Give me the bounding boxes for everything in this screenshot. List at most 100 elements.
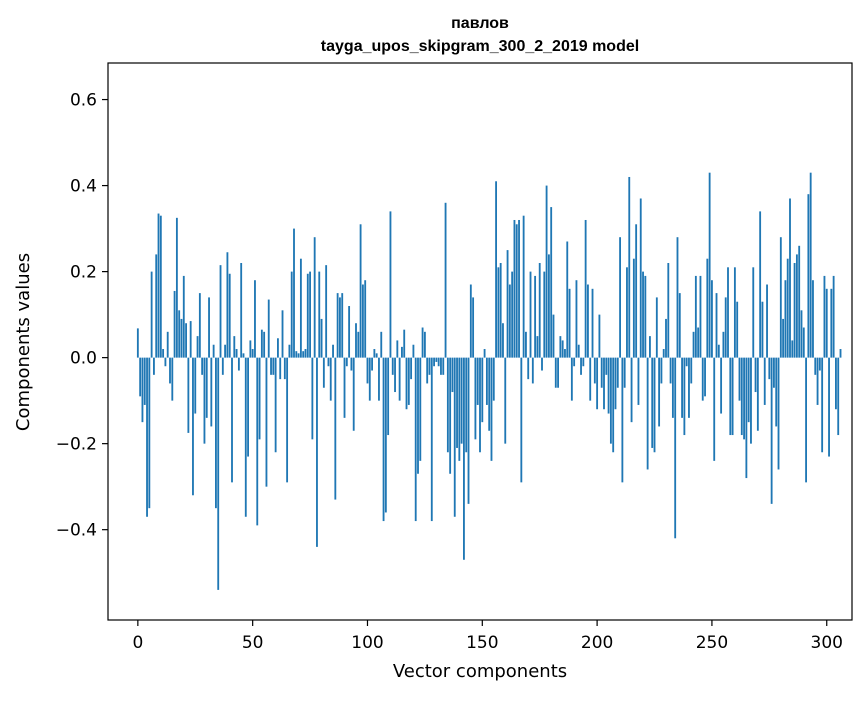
bar-70 <box>297 353 300 358</box>
bar-35 <box>217 357 220 590</box>
bar-264 <box>743 357 745 440</box>
bar-20 <box>182 275 185 358</box>
bar-251 <box>713 357 716 461</box>
bar-175 <box>538 263 541 358</box>
bar-282 <box>784 280 787 358</box>
bar-218 <box>637 357 640 405</box>
bar-126 <box>426 357 429 384</box>
bar-274 <box>766 284 768 358</box>
bar-107 <box>382 357 385 522</box>
bar-2 <box>141 357 144 423</box>
bar-178 <box>545 185 548 358</box>
bar-119 <box>410 357 413 380</box>
bars-group <box>136 172 842 590</box>
bar-202 <box>600 357 603 388</box>
bar-281 <box>782 318 785 358</box>
plot-frame <box>107 62 853 621</box>
bar-213 <box>626 267 628 358</box>
bar-277 <box>773 357 775 388</box>
bar-12 <box>164 357 167 367</box>
bar-292 <box>807 194 810 358</box>
bar-30 <box>205 357 208 418</box>
bar-224 <box>651 357 654 448</box>
bar-100 <box>366 357 369 384</box>
bar-109 <box>387 357 390 436</box>
bar-244 <box>697 327 700 358</box>
bar-196 <box>587 284 589 358</box>
bar-195 <box>584 219 587 358</box>
bar-189 <box>570 357 573 401</box>
bar-216 <box>632 258 635 358</box>
bar-97 <box>359 224 362 358</box>
bar-136 <box>449 357 452 474</box>
bar-280 <box>779 237 782 358</box>
bar-84 <box>329 357 332 401</box>
bar-56 <box>265 357 268 487</box>
bar-90 <box>343 357 346 418</box>
bar-211 <box>621 357 624 483</box>
y-tick-label: 0.2 <box>70 263 97 283</box>
bar-128 <box>430 357 433 522</box>
bar-205 <box>607 357 610 414</box>
bar-0 <box>136 328 139 358</box>
bar-197 <box>589 357 592 401</box>
bar-268 <box>752 267 755 358</box>
bar-130 <box>435 357 438 362</box>
bar-74 <box>306 273 309 358</box>
bar-53 <box>258 357 261 440</box>
bar-46 <box>242 353 245 358</box>
bar-266 <box>747 357 750 423</box>
bar-265 <box>745 357 748 479</box>
bar-305 <box>837 357 840 436</box>
bar-167 <box>520 357 523 483</box>
bar-177 <box>543 271 546 358</box>
bar-284 <box>789 198 791 358</box>
bar-208 <box>614 357 617 410</box>
bar-184 <box>559 336 562 358</box>
bar-257 <box>727 267 729 358</box>
bar-232 <box>669 357 672 384</box>
bar-300 <box>825 288 828 358</box>
bar-125 <box>423 331 426 358</box>
bar-212 <box>623 357 626 388</box>
bar-48 <box>247 357 249 457</box>
bar-146 <box>472 297 475 358</box>
bar-96 <box>357 331 360 358</box>
bar-19 <box>180 318 183 358</box>
bar-254 <box>720 357 723 414</box>
bar-156 <box>495 181 497 358</box>
y-tick-label: 0.4 <box>70 177 97 197</box>
bar-61 <box>277 338 279 358</box>
bar-104 <box>375 353 378 358</box>
bar-58 <box>270 357 272 375</box>
x-tick-label: 0 <box>132 633 143 653</box>
bar-5 <box>148 357 151 509</box>
bar-185 <box>561 340 564 358</box>
bar-164 <box>513 219 516 358</box>
bar-204 <box>605 357 608 375</box>
bar-4 <box>146 357 148 517</box>
bar-246 <box>701 357 704 401</box>
bar-23 <box>189 321 192 358</box>
bar-154 <box>490 357 493 461</box>
bar-54 <box>260 329 263 358</box>
bar-176 <box>541 357 543 371</box>
y-tick-label: −0.4 <box>56 521 97 541</box>
bar-267 <box>750 357 752 444</box>
bar-102 <box>371 357 373 371</box>
bar-122 <box>417 357 419 474</box>
x-axis-label: Vector components <box>393 661 567 682</box>
bar-231 <box>667 263 670 358</box>
bar-123 <box>419 357 422 461</box>
bar-259 <box>731 357 734 436</box>
y-axis-ticks: −0.4 −0.2 0.0 0.2 0.4 0.6 <box>56 91 108 541</box>
bar-198 <box>591 288 594 358</box>
bar-25 <box>194 357 197 414</box>
bar-260 <box>733 267 736 358</box>
bar-240 <box>688 357 690 418</box>
bar-129 <box>433 357 435 367</box>
bar-228 <box>660 357 663 384</box>
bar-52 <box>256 357 259 526</box>
bar-33 <box>212 344 215 358</box>
bar-163 <box>511 271 514 358</box>
